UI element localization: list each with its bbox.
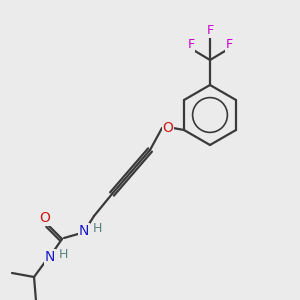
Text: O: O — [40, 211, 50, 225]
Text: O: O — [163, 121, 173, 135]
Text: N: N — [79, 224, 89, 238]
Text: H: H — [58, 248, 68, 262]
Text: H: H — [92, 223, 102, 236]
Text: F: F — [188, 38, 195, 52]
Text: F: F — [225, 38, 233, 52]
Text: N: N — [45, 250, 55, 264]
Text: F: F — [206, 25, 214, 38]
